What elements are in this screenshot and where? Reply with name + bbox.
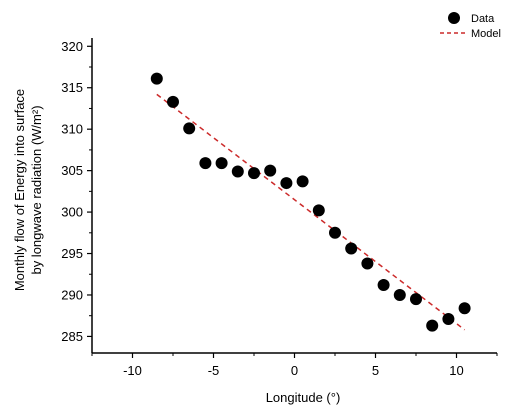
- data-point: [264, 164, 277, 177]
- data-point: [199, 157, 212, 170]
- data-point: [183, 122, 196, 135]
- y-tick-label: 295: [61, 246, 83, 261]
- y-axis-title-line1: Monthly flow of Energy into surface: [12, 89, 27, 291]
- y-axis-title-line2: by longwave radiation (W/m²): [29, 105, 44, 274]
- data-point: [442, 313, 455, 326]
- x-tick-label: -5: [208, 363, 220, 378]
- data-point: [231, 165, 244, 178]
- legend-data-label: Data: [471, 13, 495, 25]
- data-point: [329, 226, 341, 239]
- x-axis-title: Longitude (°): [266, 390, 341, 405]
- y-tick-label: 305: [61, 163, 83, 178]
- x-axis-ticks: -10 -5 0 5 10: [91, 353, 498, 378]
- x-tick-label: 0: [291, 363, 298, 378]
- model-line: [156, 93, 466, 331]
- y-tick-label: 300: [61, 205, 83, 220]
- data-point: [361, 257, 374, 270]
- data-series: [150, 72, 471, 332]
- legend: Data Model: [440, 12, 501, 40]
- data-point: [150, 72, 163, 85]
- data-point: [296, 175, 309, 188]
- y-axis-ticks: 285 290 295 300 305 310 315 320: [61, 39, 92, 344]
- legend-model-label: Model: [471, 28, 501, 40]
- data-point: [248, 167, 260, 180]
- data-point: [167, 95, 179, 108]
- y-tick-label: 290: [61, 287, 83, 302]
- model-series: [156, 93, 466, 331]
- data-point: [426, 319, 439, 332]
- data-point: [280, 177, 293, 190]
- data-point: [377, 279, 390, 292]
- x-tick-label: 5: [372, 363, 379, 378]
- y-tick-label: 315: [61, 80, 83, 95]
- y-tick-label: 320: [61, 39, 83, 54]
- data-point: [312, 204, 325, 217]
- data-point: [410, 293, 422, 306]
- y-tick-label: 310: [61, 122, 83, 137]
- data-point: [345, 242, 358, 255]
- data-point: [215, 157, 228, 170]
- y-tick-label: 285: [61, 329, 83, 344]
- x-tick-label: 10: [449, 363, 463, 378]
- data-point: [458, 302, 471, 315]
- legend-data-marker: [448, 12, 460, 24]
- x-tick-label: -10: [123, 363, 142, 378]
- axes: [91, 38, 497, 354]
- data-point: [393, 288, 406, 301]
